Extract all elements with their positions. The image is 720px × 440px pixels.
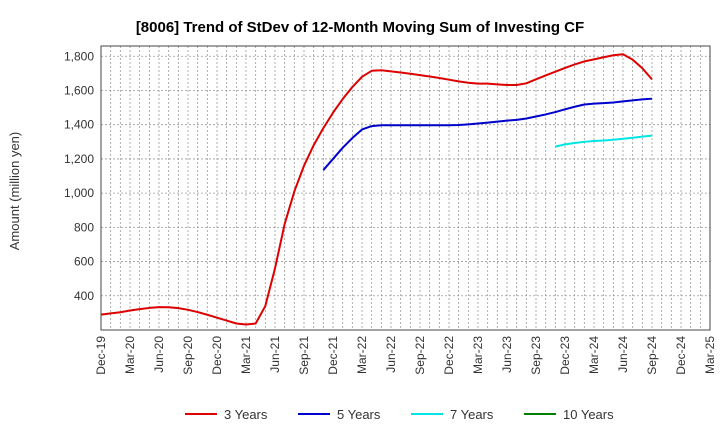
chart-title: [8006] Trend of StDev of 12-Month Moving… (136, 19, 584, 36)
x-tick-label: Mar-20 (123, 336, 137, 374)
legend-label: 5 Years (337, 407, 381, 422)
x-tick-label: Sep-21 (297, 336, 311, 375)
x-tick-label: Mar-22 (355, 336, 369, 374)
grid-layer (101, 46, 710, 330)
y-axis-label: Amount (million yen) (7, 132, 22, 251)
x-tick-label: Sep-20 (181, 336, 195, 375)
x-tick-label: Mar-24 (587, 336, 601, 374)
y-tick-label: 1,600 (64, 83, 94, 97)
y-tick-label: 1,000 (64, 186, 94, 200)
series-layer (100, 53, 653, 326)
series-line-7-years (555, 134, 653, 148)
series-line-5-years (322, 97, 653, 171)
x-tick-label: Dec-23 (558, 336, 572, 375)
x-tick-label: Jun-22 (384, 336, 398, 373)
axis-layer: 400 600 800 1,000 1,200 1,400 1,600 1,800 Dec-19… (64, 45, 717, 375)
x-tick-label: Dec-21 (326, 336, 340, 375)
x-tick-label: Sep-23 (529, 336, 543, 375)
x-tick-label: Jun-21 (268, 336, 282, 373)
x-tick-label: Dec-22 (442, 336, 456, 375)
x-tick-label: Sep-22 (413, 336, 427, 375)
series-line-3-years (100, 53, 653, 326)
x-tick-label: Dec-20 (210, 336, 224, 375)
y-tick-label: 1,200 (64, 152, 94, 166)
legend-label: 3 Years (224, 407, 268, 422)
y-tick-label: 800 (74, 220, 94, 234)
x-tick-label: Dec-19 (94, 336, 108, 375)
legend-label: 7 Years (450, 407, 494, 422)
x-tick-label: Jun-23 (500, 336, 514, 373)
y-tick-label: 1,400 (64, 118, 94, 132)
y-tick-label: 600 (74, 255, 94, 269)
legend-label: 10 Years (563, 407, 614, 422)
y-tick-label: 1,800 (64, 49, 94, 63)
x-tick-label: Mar-25 (703, 336, 717, 374)
x-tick-label: Jun-20 (152, 336, 166, 373)
plot-frame (100, 45, 711, 331)
x-tick-label: Dec-24 (674, 336, 688, 375)
x-tick-label: Mar-23 (471, 336, 485, 374)
x-tick-label: Sep-24 (645, 336, 659, 375)
x-tick-label: Mar-21 (239, 336, 253, 374)
x-tick-label: Jun-24 (616, 336, 630, 373)
legend: 3 Years 5 Years 7 Years 10 Years (185, 407, 614, 422)
y-tick-label: 400 (74, 289, 94, 303)
